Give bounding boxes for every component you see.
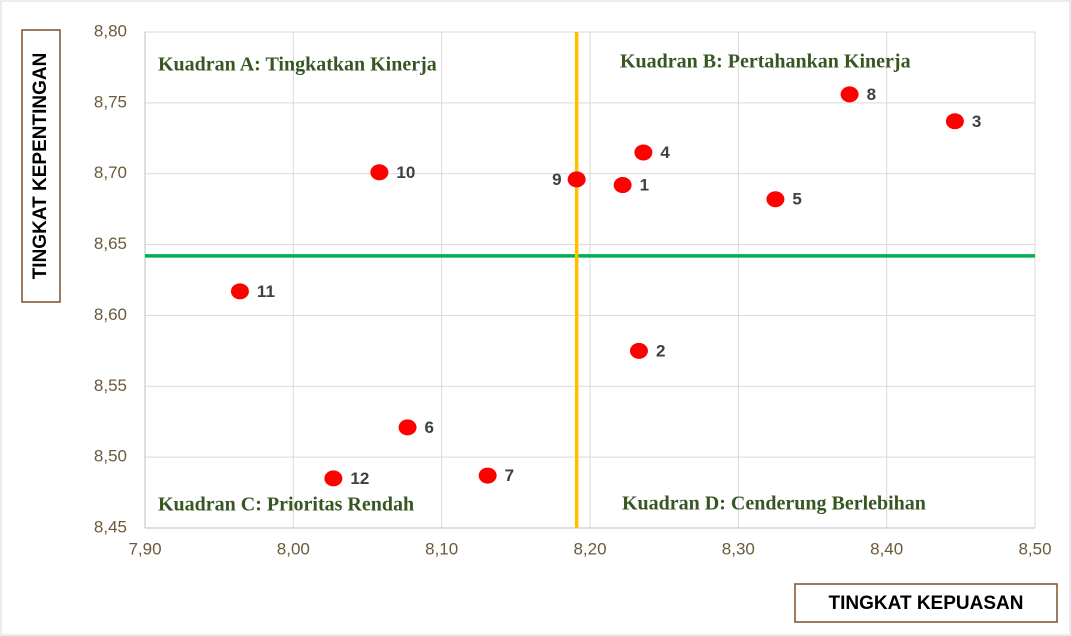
point-label: 4: [660, 143, 670, 162]
y-tick-label: 8,80: [94, 21, 127, 40]
point-label: 8: [867, 85, 876, 104]
point-label: 5: [792, 190, 801, 209]
y-tick-label: 8,75: [94, 92, 127, 111]
point: [567, 171, 586, 188]
quadrant-label: Kuadran B: Pertahankan Kinerja: [620, 51, 911, 73]
x-tick-label: 8,50: [1018, 539, 1051, 558]
x-tick-label: 7,90: [128, 539, 161, 558]
point-label: 6: [425, 418, 434, 437]
y-title-box: [21, 29, 61, 303]
point-label: 11: [257, 282, 275, 301]
x-tick-label: 8,40: [870, 539, 903, 558]
point: [230, 283, 249, 300]
x-tick-label: 8,20: [573, 539, 606, 558]
quadrant-label: Kuadran D: Cenderung Berlebihan: [622, 493, 926, 515]
y-tick-label: 8,45: [94, 517, 127, 536]
point-label: 2: [656, 341, 665, 360]
point-label: 9: [552, 170, 561, 189]
point: [324, 470, 343, 487]
x-tick-label: 8,30: [722, 539, 755, 558]
point-label: 12: [350, 469, 369, 488]
point: [945, 113, 964, 130]
x-tick-label: 8,10: [425, 539, 458, 558]
point-label: 3: [972, 112, 981, 131]
point: [766, 191, 785, 208]
point: [629, 342, 648, 359]
y-tick-label: 8,70: [94, 163, 127, 182]
point: [398, 419, 417, 436]
quadrant-label: Kuadran C: Prioritas Rendah: [158, 494, 414, 516]
y-axis-title: TINGKAT KEPENTINGAN: [30, 53, 51, 280]
y-tick-label: 8,55: [94, 376, 127, 395]
point-label: 1: [640, 176, 649, 195]
quadrant-label: Kuadran A: Tingkatkan Kinerja: [158, 54, 437, 76]
point: [478, 467, 497, 484]
x-axis-title: TINGKAT KEPUASAN: [829, 593, 1024, 614]
point: [370, 164, 389, 181]
point-label: 10: [396, 163, 415, 182]
y-tick-label: 8,65: [94, 234, 127, 253]
y-tick-label: 8,60: [94, 305, 127, 324]
y-tick-label: 8,50: [94, 447, 127, 466]
point-label: 7: [505, 466, 514, 485]
x-tick-label: 8,00: [277, 539, 310, 558]
point: [840, 86, 859, 103]
point: [613, 177, 632, 194]
x-title-box: [794, 583, 1058, 623]
point: [634, 144, 653, 161]
